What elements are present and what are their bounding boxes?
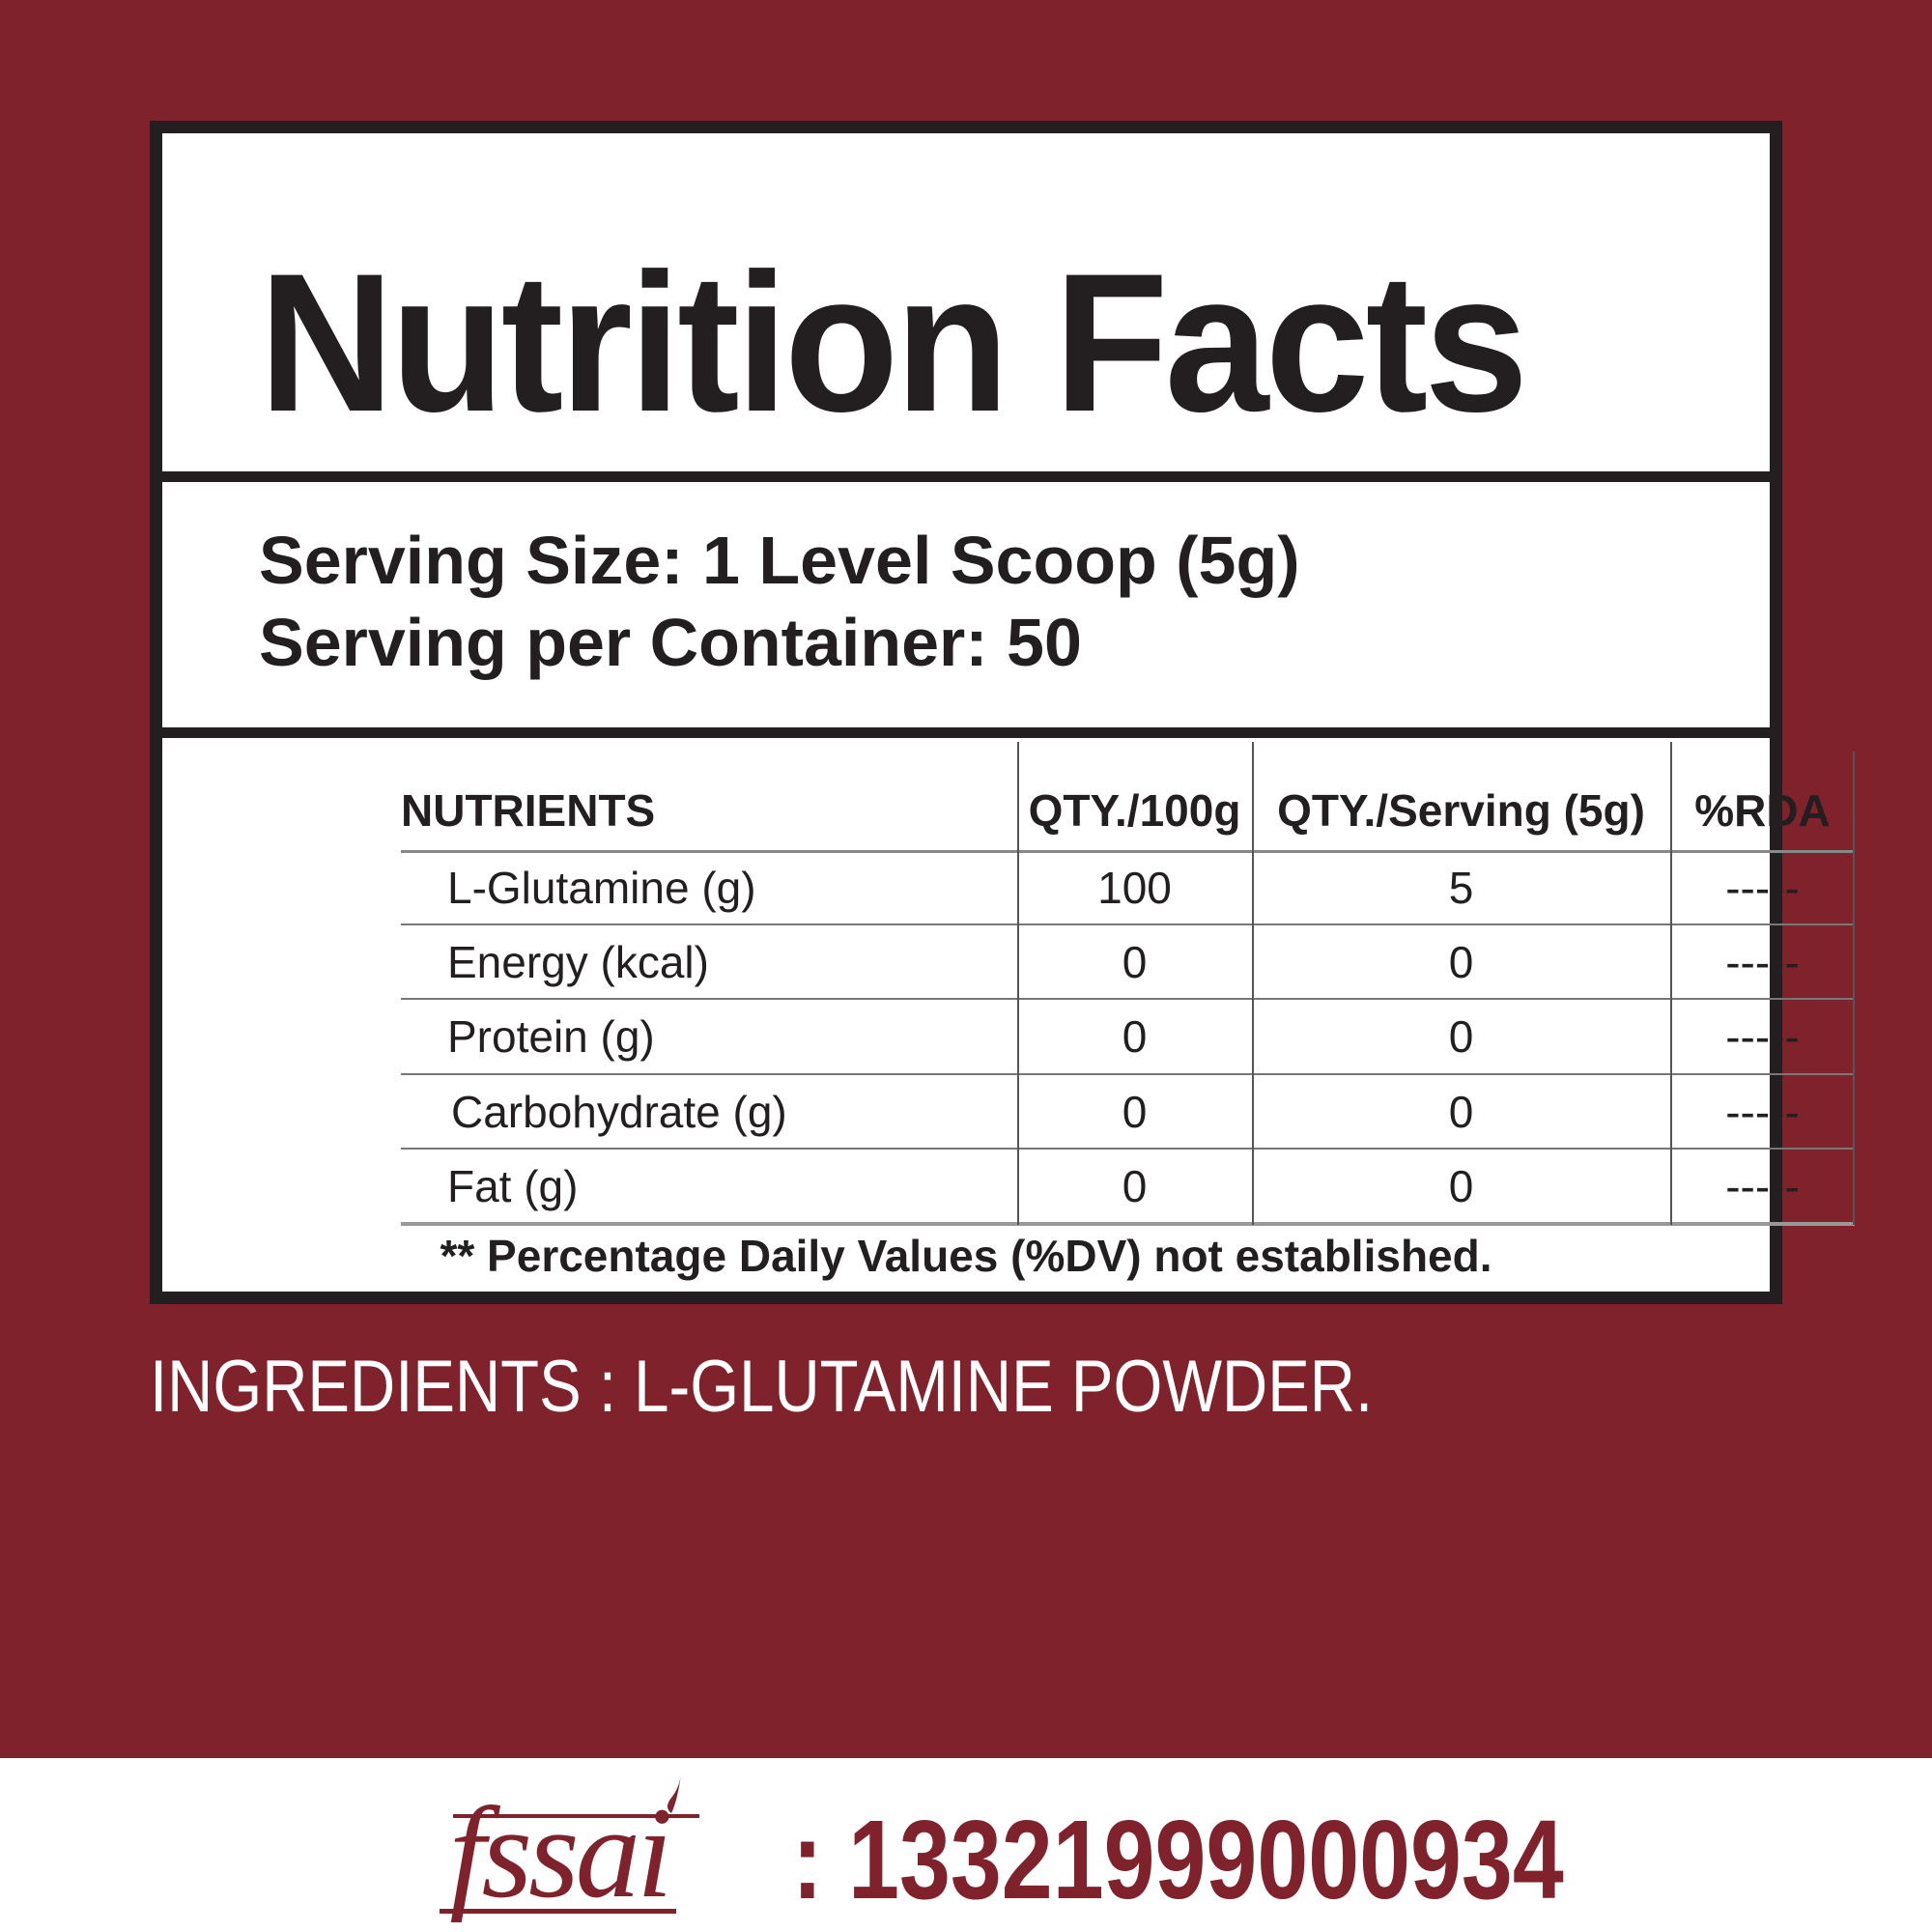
column-divider: [1017, 742, 1019, 1225]
table-row: Energy (kcal) 0 0 -----: [401, 925, 1855, 1000]
nutrient-name: Protein (g): [447, 1011, 655, 1062]
nutrient-name: Energy (kcal): [447, 936, 709, 987]
table-row: Protein (g) 0 0 -----: [401, 1000, 1855, 1075]
table-row: Fat (g) 0 0 -----: [401, 1150, 1855, 1226]
svg-text:fssai: fssai: [449, 1781, 669, 1922]
qty-serving: 0: [1448, 1086, 1474, 1137]
fssai-band: [0, 1758, 1932, 1932]
header-qty-serving: QTY./Serving (5g): [1277, 785, 1645, 836]
nutrient-name: Fat (g): [447, 1160, 579, 1211]
ingredients-text: INGREDIENTS : L-GLUTAMINE POWDER.: [150, 1346, 1374, 1428]
rda: -----: [1725, 1160, 1800, 1211]
qty-serving: 0: [1448, 1011, 1474, 1062]
servings-per-container: Serving per Container: 50: [259, 605, 1082, 680]
qty-serving: 5: [1448, 863, 1474, 913]
rda: -----: [1725, 1011, 1800, 1062]
qty-serving: 0: [1448, 936, 1474, 987]
rda: -----: [1725, 936, 1800, 987]
qty-serving: 0: [1448, 1160, 1474, 1211]
column-divider: [1853, 752, 1855, 1225]
column-divider: [1252, 742, 1254, 1225]
divider: [162, 471, 1770, 482]
qty-100g: 0: [1122, 1011, 1148, 1062]
header-rda: %RDA: [1694, 785, 1831, 836]
footnote: ** Percentage Daily Values (%DV) not est…: [440, 1231, 1492, 1281]
rda: -----: [1725, 1086, 1800, 1137]
divider: [162, 727, 1770, 738]
qty-100g: 0: [1122, 1086, 1148, 1137]
nutrition-facts-panel: Nutrition Facts Serving Size: 1 Level Sc…: [150, 121, 1855, 1304]
header-qty-100g: QTY./100g: [1028, 785, 1241, 836]
page-title: Nutrition Facts: [259, 233, 1528, 453]
table-row: L-Glutamine (g) 100 5 -----: [401, 852, 1855, 925]
fssai-license-number: : 13321999000934: [792, 1797, 1564, 1922]
column-divider: [1670, 742, 1672, 1225]
qty-100g: 0: [1122, 1160, 1148, 1211]
fssai-logo: fssai: [440, 1775, 699, 1922]
table-row: Carbohydrate (g) 0 0 -----: [401, 1075, 1855, 1150]
serving-size: Serving Size: 1 Level Scoop (5g): [259, 523, 1300, 598]
header-nutrients: NUTRIENTS: [401, 785, 656, 836]
rda: -----: [1725, 863, 1800, 913]
qty-100g: 100: [1097, 863, 1172, 913]
nutrient-name: Carbohydrate (g): [451, 1086, 787, 1137]
table-header-row: NUTRIENTS QTY./100g QTY./Serving (5g) %R…: [401, 771, 1855, 853]
nutrient-name: L-Glutamine (g): [447, 863, 756, 913]
qty-100g: 0: [1122, 936, 1148, 987]
